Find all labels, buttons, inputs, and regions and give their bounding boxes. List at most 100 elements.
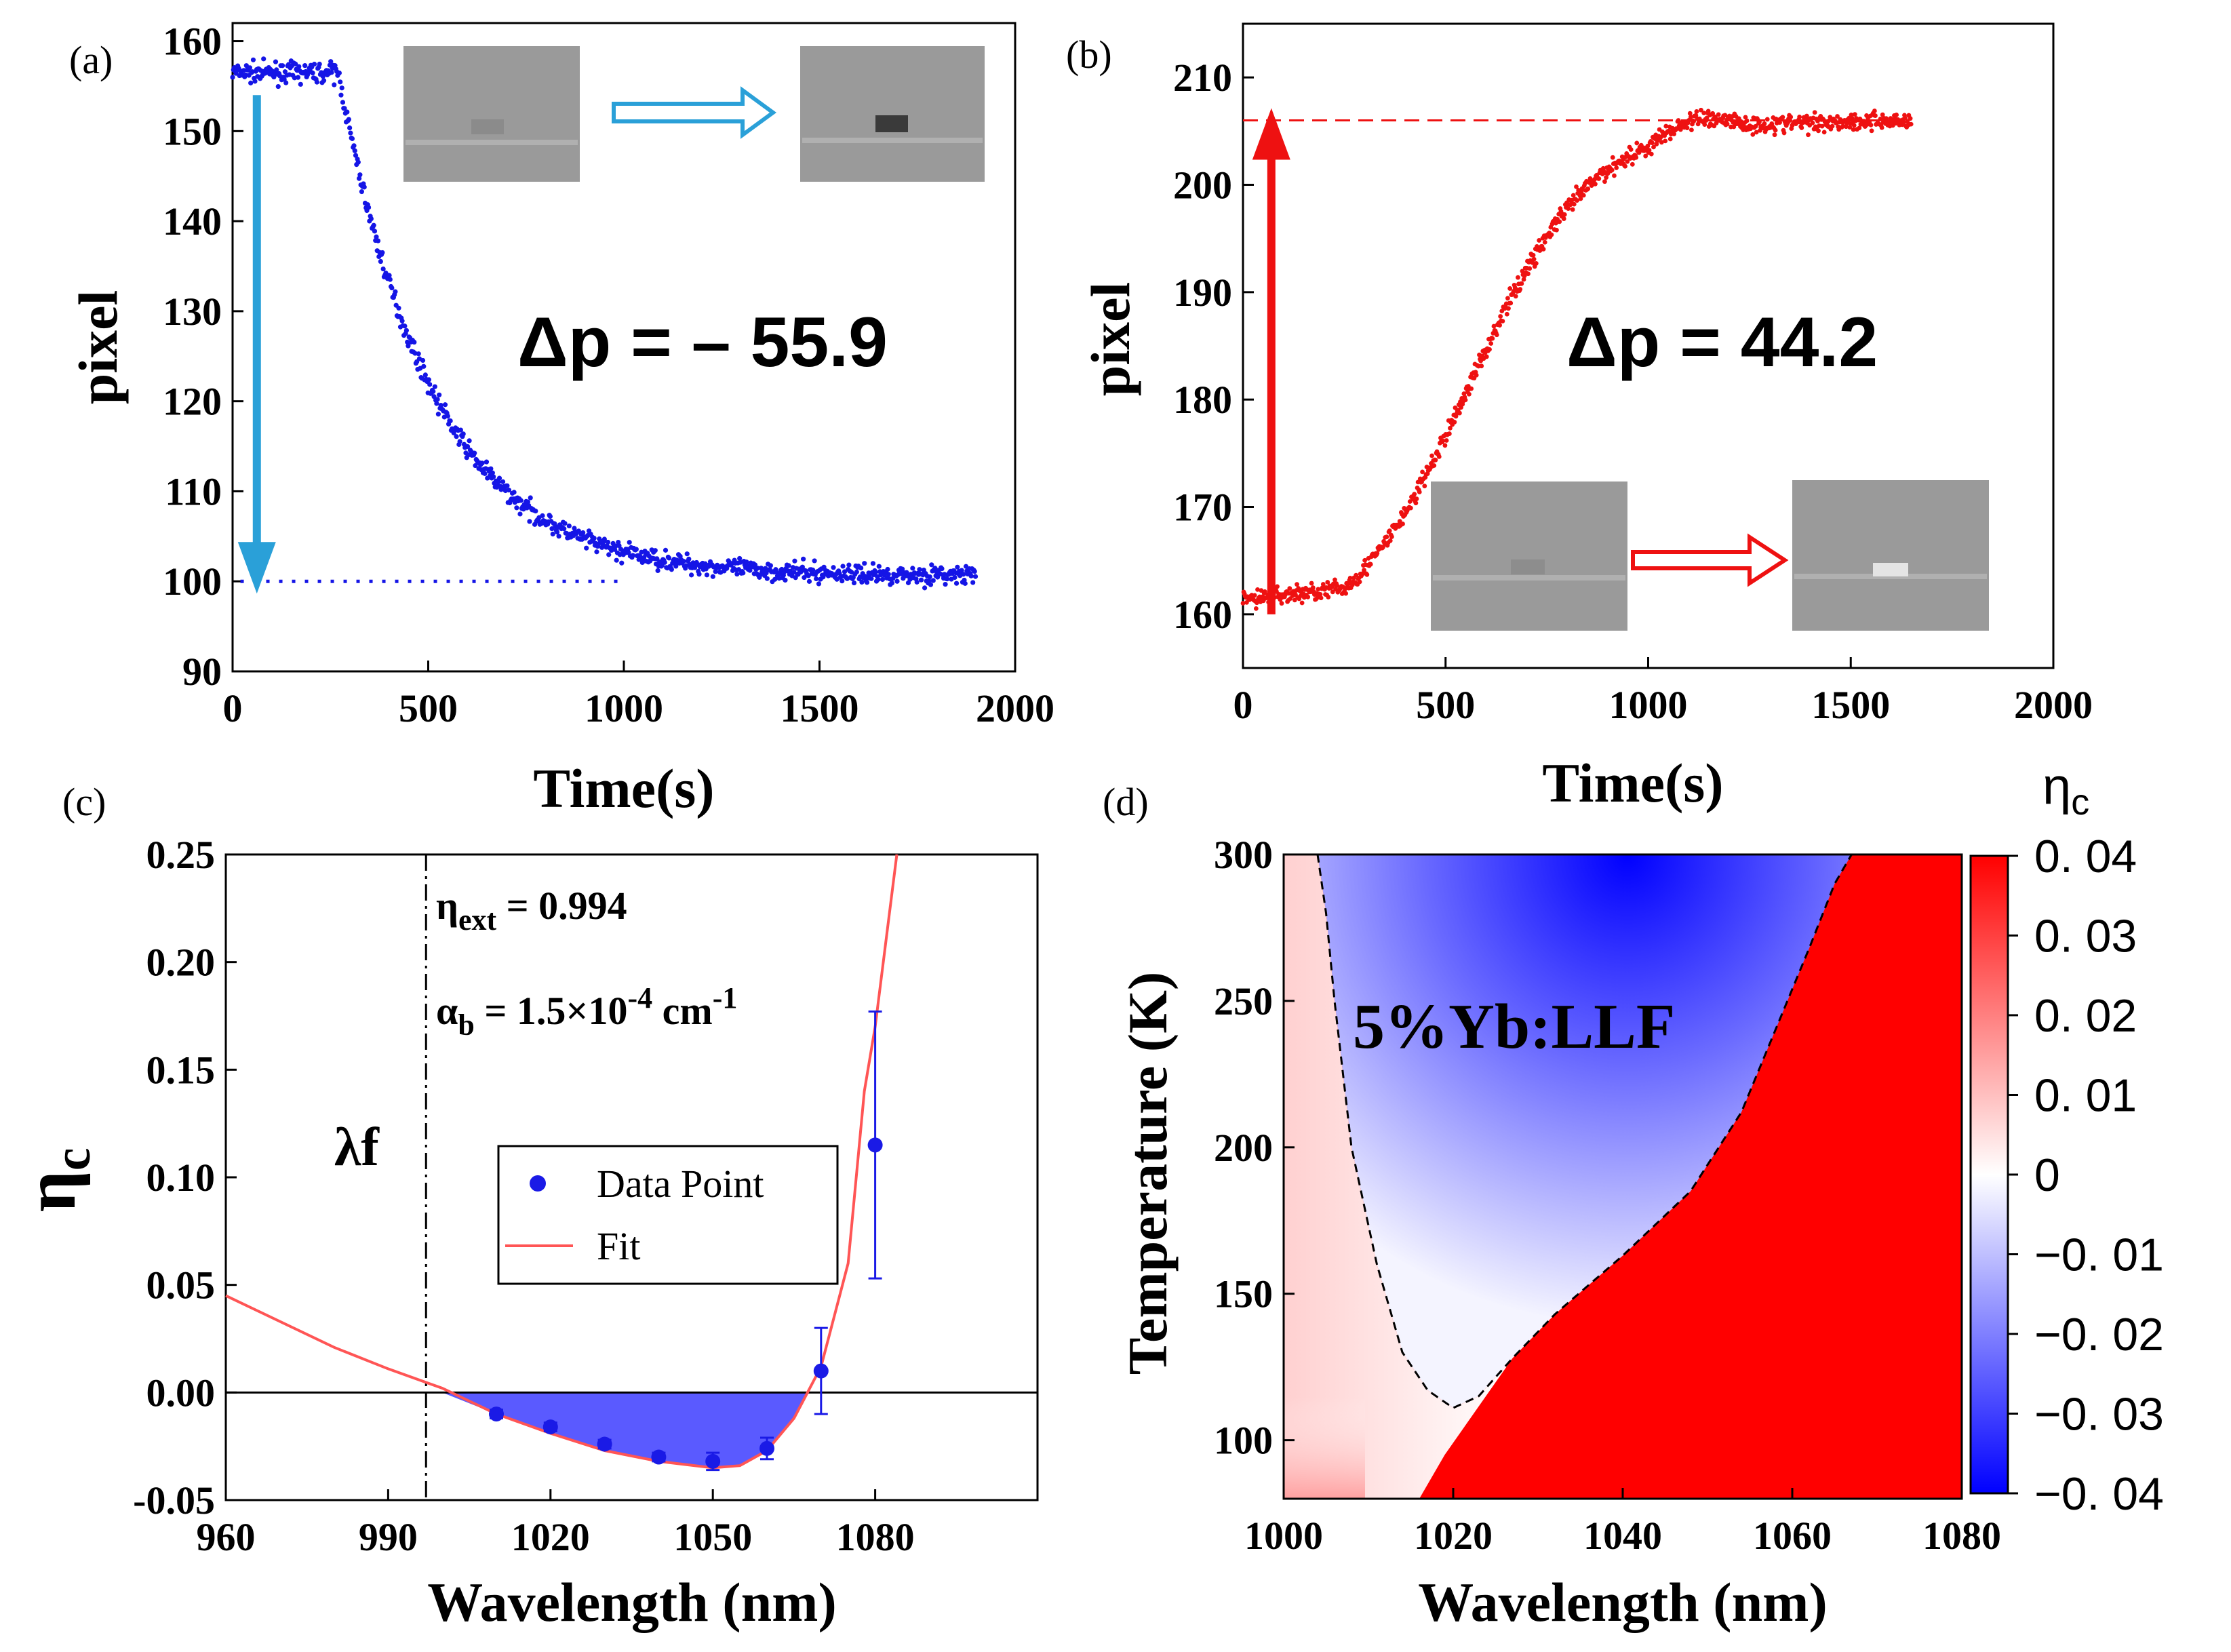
data-point-b [1596, 176, 1602, 181]
data-point-a [250, 57, 256, 62]
data-point-a [930, 578, 936, 583]
data-point-b [1879, 125, 1884, 130]
y-tick-label: -0.05 [133, 1478, 215, 1522]
data-point-a [594, 549, 599, 555]
data-point-b [1830, 123, 1835, 129]
data-point-b [1659, 140, 1664, 145]
data-point-b [1773, 127, 1778, 133]
data-point-b [1710, 111, 1716, 116]
data-point-a [576, 528, 581, 534]
data-point-a [814, 576, 819, 582]
data-point-b [1561, 216, 1566, 221]
data-point-a [275, 83, 281, 90]
data-point-a [619, 560, 625, 566]
data-point-b [1498, 314, 1503, 319]
data-point-b [1506, 306, 1511, 311]
x-tick-label: 500 [1416, 683, 1475, 727]
data-point-a [378, 258, 383, 264]
data-point-a [511, 490, 517, 495]
data-point-c [759, 1440, 774, 1456]
data-point-a [496, 475, 502, 481]
y-tick-label: 110 [165, 469, 222, 513]
delta-arrowhead-a [237, 542, 276, 594]
y-axis-label-a: pixel [67, 290, 129, 405]
data-point-a [387, 273, 392, 278]
x-tick-label: 960 [197, 1515, 256, 1559]
data-point-b [1585, 186, 1591, 191]
data-point-b [1750, 132, 1756, 137]
lambda-f-label: λf [334, 1118, 380, 1177]
data-point-b [1364, 572, 1370, 577]
data-point-b [1292, 597, 1297, 603]
data-point-a [768, 563, 773, 568]
data-point-a [490, 470, 495, 475]
data-point-a [952, 574, 957, 581]
delta-arrowhead-b [1252, 108, 1290, 160]
data-point-b [1533, 261, 1539, 266]
data-point-a [873, 570, 878, 575]
data-point-a [734, 571, 740, 577]
data-point-b [1894, 113, 1899, 117]
data-point-a [880, 576, 885, 583]
data-point-b [1433, 457, 1438, 463]
data-point-a [953, 581, 960, 586]
data-point-a [460, 431, 466, 437]
data-point-a [336, 71, 342, 76]
data-point-a [527, 519, 532, 524]
y-tick-label: 0.00 [146, 1371, 216, 1415]
data-point-b [1731, 124, 1737, 130]
data-point-a [696, 572, 702, 577]
inset-stripe-a-before [406, 140, 578, 145]
panel-a: 0 500 1000 1500 200090100110120130140150160 … [67, 20, 1054, 819]
data-point-b [1609, 168, 1615, 173]
colorbar-tick-label: 0. 01 [2034, 1070, 2137, 1122]
data-point-b [1687, 111, 1693, 116]
data-point-b [1299, 600, 1305, 606]
data-point-a [894, 578, 900, 584]
data-point-b [1903, 115, 1908, 121]
data-point-a [406, 343, 411, 349]
data-point-b [1542, 239, 1547, 245]
data-point-b [1812, 110, 1817, 115]
data-point-a [344, 109, 350, 115]
data-point-a [627, 540, 632, 545]
data-point-b [1287, 586, 1292, 591]
data-point-b [1255, 600, 1259, 606]
data-point-b [1488, 341, 1494, 346]
data-point-b [1868, 122, 1874, 127]
data-point-a [357, 172, 363, 178]
data-point-a [910, 566, 915, 571]
data-point-a [799, 564, 805, 570]
x-tick-label: 0 [1233, 683, 1253, 727]
data-point-a [273, 59, 279, 64]
data-point-b [1884, 116, 1889, 121]
data-point-b [1614, 165, 1619, 170]
data-point-a [472, 450, 477, 456]
data-point-a [864, 580, 870, 585]
data-point-a [792, 558, 797, 564]
data-point-b [1505, 296, 1510, 301]
data-point-a [482, 471, 488, 476]
data-point-a [914, 579, 920, 585]
data-point-a [870, 561, 876, 566]
data-point-a [741, 570, 746, 576]
data-point-a [491, 474, 496, 479]
data-point-a [556, 534, 561, 539]
data-point-a [963, 564, 969, 569]
data-point-a [352, 148, 357, 153]
data-point-a [889, 581, 894, 586]
data-point-a [970, 580, 976, 585]
data-point-b [1368, 562, 1373, 567]
data-point-a [437, 392, 442, 397]
data-point-b [1384, 534, 1389, 540]
data-point-a [380, 250, 385, 256]
data-point-a [340, 100, 346, 105]
y-tick-label: 200 [1173, 163, 1232, 208]
data-point-b [1772, 132, 1777, 138]
inset-spot-b-after [1873, 563, 1908, 576]
data-point-a [412, 339, 417, 345]
data-point-b [1602, 179, 1607, 184]
inset-image-b-after [1792, 480, 1989, 631]
data-point-a [317, 61, 322, 67]
data-point-b [1849, 115, 1855, 121]
